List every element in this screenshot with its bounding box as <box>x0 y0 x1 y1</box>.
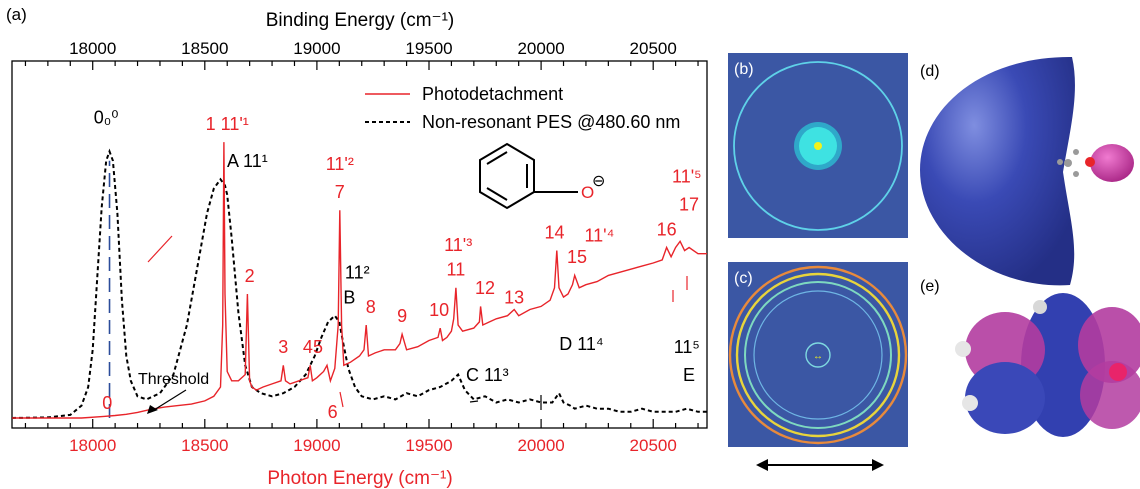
orbital-d-atoms <box>1057 149 1079 177</box>
orbital-e-hydrogen-1 <box>955 341 971 357</box>
image-c-ring-4 <box>753 290 883 420</box>
peak-label: E <box>683 365 695 385</box>
peak-label: 11⁵ <box>674 337 700 357</box>
peak-label: 11ʹ⁵ <box>672 167 702 187</box>
orbital-e-pink-right-bottom <box>1080 361 1140 429</box>
peak-label: 11ʹ⁴ <box>584 226 614 246</box>
threshold-arrow <box>153 389 187 411</box>
image-c-ring-1 <box>728 265 908 445</box>
panel-label-e: (e) <box>920 278 940 295</box>
image-c-ring-3 <box>744 281 892 429</box>
bottom-tick-label: 20000 <box>517 436 564 455</box>
peak-label: 17 <box>679 195 699 215</box>
panel-label-d: (d) <box>920 63 940 80</box>
legend-label-photodetachment: Photodetachment <box>422 84 563 104</box>
orbital-e-blue-left-bottom <box>965 362 1045 434</box>
top-tick-label: 19500 <box>405 39 452 58</box>
peak-label: 8 <box>366 297 376 317</box>
velocity-map-image-c <box>728 262 908 447</box>
top-axis-label: Binding Energy (cm⁻¹) <box>266 10 454 31</box>
inner-bond-1 <box>486 151 508 165</box>
bottom-tick-label: 19000 <box>293 436 340 455</box>
peak-label: 15 <box>567 247 587 267</box>
polarization-arrow-icon <box>756 459 884 471</box>
peak-label: 16 <box>657 219 677 239</box>
peak-label: 10 <box>429 300 449 320</box>
legend-label-pes: Non-resonant PES @480.60 nm <box>422 112 680 132</box>
orbital-d-oxygen-atom <box>1085 157 1095 167</box>
orbital-d-blue-lobe <box>920 56 1075 286</box>
top-tick-label: 20000 <box>517 39 564 58</box>
peak-label: 5 <box>313 337 323 357</box>
threshold-annotation: Threshold <box>138 371 209 414</box>
peak-label: 14 <box>545 222 565 242</box>
arrow-6-pointer <box>147 235 173 263</box>
peak-label: B <box>343 288 355 308</box>
bottom-axis-ticks: 18000 18500 19000 19500 20000 20500 <box>24 419 699 455</box>
top-tick-label: 19000 <box>293 39 340 58</box>
peak-label: 11 <box>447 260 466 280</box>
series-line-pes <box>11 148 707 419</box>
peak-label: 9 <box>397 306 407 326</box>
peak-label: A 11¹ <box>227 151 268 171</box>
bottom-tick-label: 18000 <box>69 436 116 455</box>
panel-label-a: (a) <box>6 5 27 24</box>
peak-label: 7 <box>335 182 345 202</box>
image-b-center-dot <box>814 142 822 150</box>
peak-label: 6 <box>328 402 338 422</box>
oxygen-atom: O <box>581 183 594 202</box>
phenoxide-structure: O ⊖ <box>479 142 605 210</box>
peak-label: 11ʹ³ <box>444 235 472 255</box>
orbital-d-pink-lobe <box>1090 144 1134 182</box>
peak-label: C 11³ <box>466 365 509 385</box>
peak-label: D 11⁴ <box>559 334 603 354</box>
peak-label: 1 11ʹ¹ <box>206 114 249 134</box>
peak-label: 2 <box>245 266 255 286</box>
peak-label: 3 <box>278 337 288 357</box>
threshold-label: Threshold <box>138 371 209 388</box>
peak-label: 4 <box>303 337 313 357</box>
bottom-tick-label: 19500 <box>405 436 452 455</box>
bottom-tick-label: 20500 <box>630 436 677 455</box>
peak-label: 0₀⁰ <box>94 108 119 128</box>
peak-label: 13 <box>504 288 524 308</box>
image-c-center-arrow-icon: ↔ <box>813 351 823 362</box>
top-tick-label: 20500 <box>630 39 677 58</box>
arrow-c-line <box>469 400 479 403</box>
annotation-arrows <box>147 235 688 410</box>
plot-frame <box>11 60 708 429</box>
peak-label: 11ʹ² <box>326 154 354 174</box>
image-c-ring-2 <box>735 272 901 438</box>
image-c-center-ring <box>805 342 831 368</box>
panel-label-c: (c) <box>734 270 753 287</box>
peak-label: 12 <box>475 278 495 298</box>
peak-label: 0 <box>102 393 112 413</box>
top-axis-ticks: 18000 18500 19000 19500 20000 20500 <box>24 39 699 70</box>
series-line-photodetachment <box>12 142 707 419</box>
top-tick-label: 18000 <box>69 39 116 58</box>
orbital-e-hydrogen-2 <box>962 395 978 411</box>
peak-labels-black: 0₀⁰ A 11¹ 11² B C 11³ D 11⁴ 11⁵ E <box>94 108 700 385</box>
legend: Photodetachment Non-resonant PES @480.60… <box>365 84 680 132</box>
top-tick-label: 18500 <box>181 39 228 58</box>
inner-bond-3 <box>486 187 508 201</box>
negative-charge-icon: ⊖ <box>592 173 605 190</box>
panel-label-b: (b) <box>734 61 754 78</box>
bottom-tick-label: 18500 <box>181 436 228 455</box>
threshold-arrowhead <box>147 405 158 414</box>
image-b-outer-ring <box>733 61 903 231</box>
arrow-6-line <box>339 391 344 408</box>
orbital-e-hydrogen-3 <box>1033 300 1047 314</box>
orbital-e <box>955 293 1140 437</box>
orbital-e-oxygen-atom <box>1109 363 1127 381</box>
peak-label: 11² <box>345 263 370 283</box>
benzene-ring <box>479 142 535 210</box>
bottom-axis-label: Photon Energy (cm⁻¹) <box>267 468 452 489</box>
